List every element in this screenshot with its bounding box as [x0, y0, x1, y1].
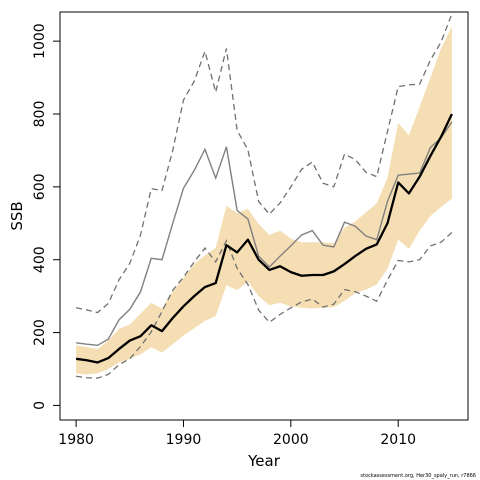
y-tick-label: 800 [32, 101, 48, 128]
y-tick-label: 600 [32, 173, 48, 200]
y-tick-label: 1000 [32, 23, 48, 59]
y-tick-label: 200 [32, 319, 48, 346]
x-tick-label: 1990 [166, 432, 202, 448]
x-tick-label: 2000 [273, 432, 309, 448]
plot-layer [75, 13, 453, 379]
confidence-band [76, 26, 452, 375]
x-axis: 1980 1990 2000 2010 [58, 419, 416, 448]
y-tick-label: 0 [32, 401, 48, 410]
y-axis: 0 200 400 600 800 1000 [32, 23, 61, 410]
previous-upper-line [75, 13, 453, 314]
x-tick-label: 2010 [380, 432, 416, 448]
previous-lower-line [76, 231, 453, 379]
y-axis-title: SSB [8, 201, 26, 230]
y-tick-label: 400 [32, 246, 48, 273]
x-axis-title: Year [247, 452, 281, 470]
previous-estimate-line [76, 121, 453, 347]
x-tick-label: 1980 [58, 432, 94, 448]
credit-text: stockassessment.org, Her30_spaly_run, r7… [360, 473, 476, 479]
ssb-estimate-line [75, 113, 453, 364]
